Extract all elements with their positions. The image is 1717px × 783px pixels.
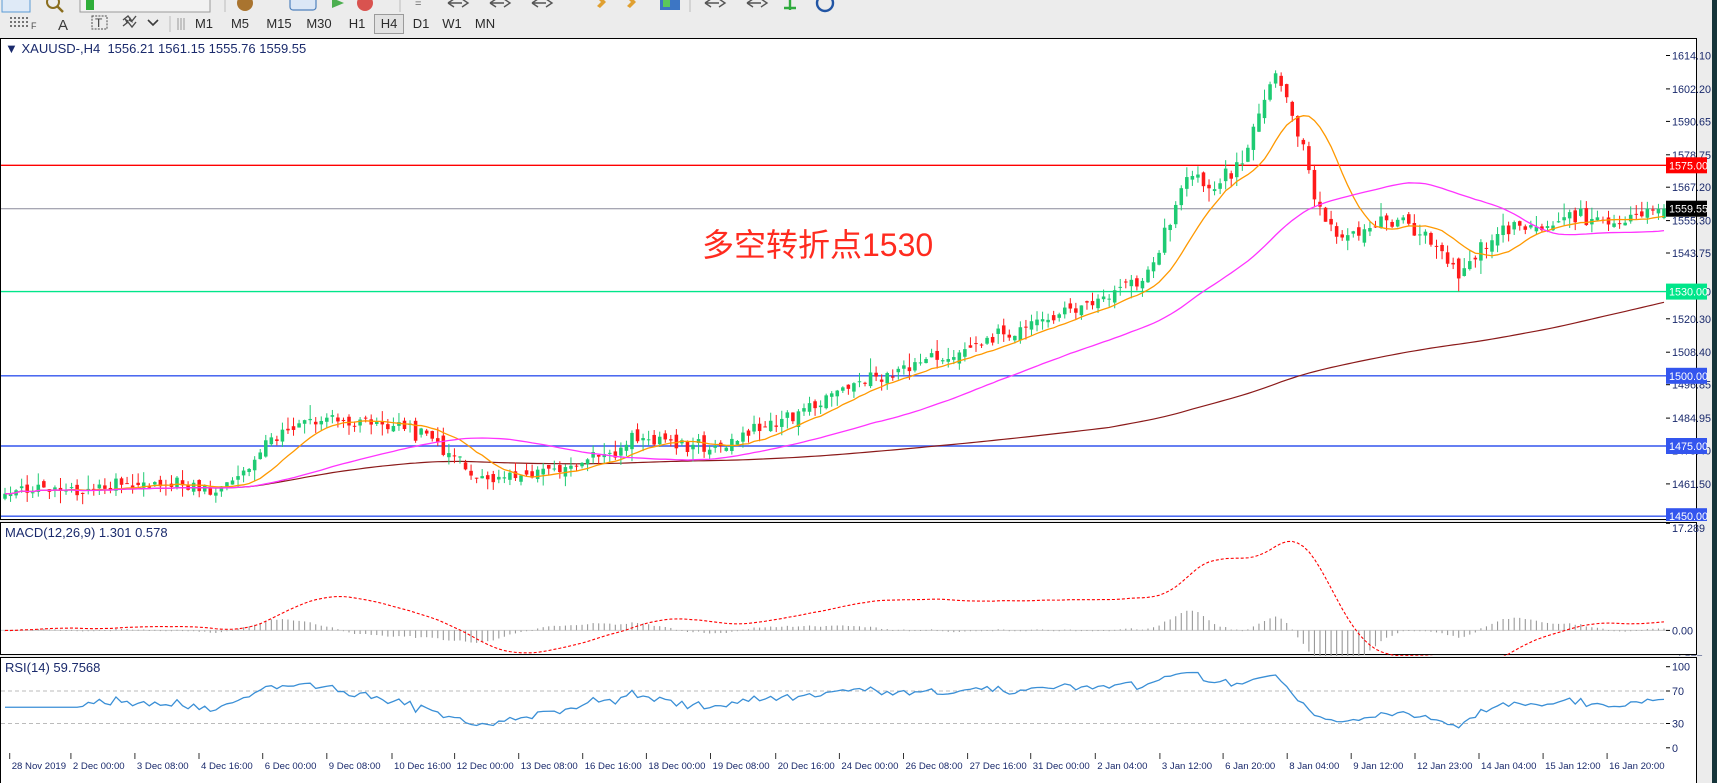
svg-text:-4.577: -4.577 [1672, 654, 1703, 656]
svg-text:12 Dec 00:00: 12 Dec 00:00 [457, 761, 514, 772]
svg-text:1567.20: 1567.20 [1672, 182, 1711, 194]
svg-text:13 Dec 08:00: 13 Dec 08:00 [521, 761, 578, 772]
svg-text:17.289: 17.289 [1672, 523, 1705, 535]
svg-text:26 Dec 08:00: 26 Dec 08:00 [906, 761, 963, 772]
svg-text:A: A [58, 17, 68, 34]
svg-text:31 Dec 00:00: 31 Dec 00:00 [1033, 761, 1090, 772]
svg-text:1475.00: 1475.00 [1669, 441, 1708, 453]
svg-text:1614.10: 1614.10 [1672, 51, 1711, 63]
svg-text:27 Dec 16:00: 27 Dec 16:00 [970, 761, 1027, 772]
svg-text:0.00: 0.00 [1672, 625, 1693, 637]
svg-text:多空转折点1530: 多空转折点1530 [702, 227, 933, 263]
svg-text:19 Dec 08:00: 19 Dec 08:00 [713, 761, 770, 772]
svg-text:2 Dec 00:00: 2 Dec 00:00 [73, 761, 125, 772]
svg-text:F: F [31, 21, 37, 31]
svg-text:16 Dec 16:00: 16 Dec 16:00 [585, 761, 642, 772]
svg-text:10 Dec 16:00: 10 Dec 16:00 [394, 761, 451, 772]
svg-text:9 Dec 08:00: 9 Dec 08:00 [329, 761, 381, 772]
svg-text:=: = [415, 0, 421, 10]
svg-text:6 Jan 20:00: 6 Jan 20:00 [1225, 761, 1275, 772]
svg-text:6 Dec 00:00: 6 Dec 00:00 [265, 761, 317, 772]
svg-text:18 Dec 00:00: 18 Dec 00:00 [648, 761, 705, 772]
svg-text:15 Jan 12:00: 15 Jan 12:00 [1545, 761, 1600, 772]
svg-text:14 Jan 04:00: 14 Jan 04:00 [1481, 761, 1536, 772]
svg-text:12 Jan 23:00: 12 Jan 23:00 [1417, 761, 1472, 772]
svg-text:24 Dec 00:00: 24 Dec 00:00 [841, 761, 898, 772]
svg-text:3 Jan 12:00: 3 Jan 12:00 [1162, 761, 1212, 772]
svg-text:1508.40: 1508.40 [1672, 347, 1711, 359]
svg-text:1575.00: 1575.00 [1669, 160, 1708, 172]
svg-text:8 Jan 04:00: 8 Jan 04:00 [1289, 761, 1339, 772]
svg-text:1555.30: 1555.30 [1672, 216, 1711, 228]
svg-text:1520.30: 1520.30 [1672, 314, 1711, 326]
svg-text:16 Jan 20:00: 16 Jan 20:00 [1609, 761, 1664, 772]
svg-text:3 Dec 08:00: 3 Dec 08:00 [137, 761, 189, 772]
svg-text:1602.20: 1602.20 [1672, 84, 1711, 96]
svg-text:1530.00: 1530.00 [1669, 287, 1708, 299]
svg-text:28 Nov 2019: 28 Nov 2019 [12, 761, 66, 772]
svg-text:1450.00: 1450.00 [1669, 511, 1708, 521]
svg-text:1484.95: 1484.95 [1672, 413, 1711, 425]
svg-text:1590.65: 1590.65 [1672, 116, 1711, 128]
svg-text:1543.75: 1543.75 [1672, 248, 1711, 260]
svg-text:4 Dec 16:00: 4 Dec 16:00 [201, 761, 253, 772]
svg-text:MACD(12,26,9) 1.301 0.578: MACD(12,26,9) 1.301 0.578 [5, 525, 168, 540]
svg-text:9 Jan 12:00: 9 Jan 12:00 [1353, 761, 1403, 772]
svg-text:1500.00: 1500.00 [1669, 371, 1708, 383]
svg-text:1461.50: 1461.50 [1672, 479, 1711, 491]
svg-text:1559.55: 1559.55 [1669, 204, 1708, 216]
svg-text:20 Dec 16:00: 20 Dec 16:00 [778, 761, 835, 772]
svg-text:2 Jan 04:00: 2 Jan 04:00 [1097, 761, 1147, 772]
svg-text:T: T [95, 16, 103, 30]
